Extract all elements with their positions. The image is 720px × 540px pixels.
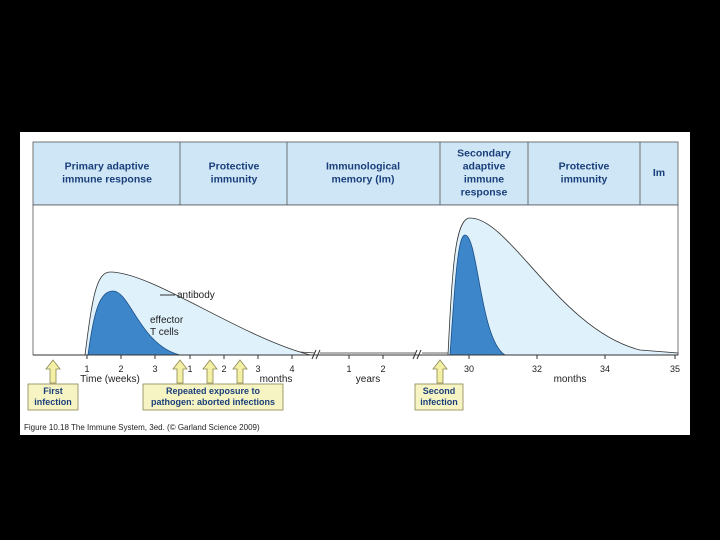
section-label: Protective <box>559 160 610 172</box>
axis-breaks <box>311 349 422 360</box>
event-label: infection <box>34 397 72 407</box>
caption: Figure 10.18 The Immune System, 3ed. (© … <box>24 423 260 432</box>
tick-label: 1 <box>187 364 192 374</box>
tick-label: 3 <box>255 364 260 374</box>
section-label: memory (Im) <box>331 173 394 185</box>
event-label: First <box>43 386 63 396</box>
section-label: Secondary <box>457 147 511 159</box>
tick-label: 1 <box>346 364 351 374</box>
tick-label: 2 <box>118 364 123 374</box>
section-label: adaptive <box>463 160 506 172</box>
section-label: Immunological <box>326 160 400 172</box>
axis-unit: years <box>356 374 380 385</box>
tick-label: 3 <box>152 364 157 374</box>
section-label: immune <box>464 173 504 185</box>
effector-curve-1 <box>87 290 181 356</box>
tick-label: 34 <box>600 364 610 374</box>
tick-label: 1 <box>84 364 89 374</box>
event-label: Repeated exposure to <box>166 386 261 396</box>
antibody-label: antibody <box>177 290 215 301</box>
section-label: Primary adaptive <box>65 160 150 172</box>
antibody-tail <box>299 351 316 354</box>
event-box <box>414 383 464 411</box>
event-arrows <box>45 359 448 384</box>
section-label: immunity <box>561 173 608 185</box>
effector-label: effector <box>150 315 184 326</box>
tick-label: 2 <box>221 364 226 374</box>
section-label: immunity <box>211 173 258 185</box>
event-label: Second <box>423 386 456 396</box>
tick-label: 2 <box>380 364 385 374</box>
header-band <box>32 141 679 206</box>
antibody-curve-2 <box>447 217 679 356</box>
section-label: response <box>461 186 508 198</box>
effector-label: T cells <box>150 327 179 338</box>
axis-unit: months <box>554 374 587 385</box>
effector-curve-2 <box>449 234 507 356</box>
event-label: pathogen: aborted infections <box>151 397 275 407</box>
event-box <box>142 383 284 411</box>
tick-label: 32 <box>532 364 542 374</box>
section-label: Im <box>653 167 665 179</box>
event-label: infection <box>420 397 458 407</box>
event-box <box>27 383 79 411</box>
axis-unit: months <box>260 374 293 385</box>
tick-label: 30 <box>464 364 474 374</box>
header-dividers <box>179 142 641 205</box>
axis-unit: Time (weeks) <box>80 374 140 385</box>
tick-label: 35 <box>670 364 680 374</box>
section-label: Protective <box>209 160 260 172</box>
section-label: immune response <box>62 173 152 185</box>
tick-label: 4 <box>289 364 294 374</box>
